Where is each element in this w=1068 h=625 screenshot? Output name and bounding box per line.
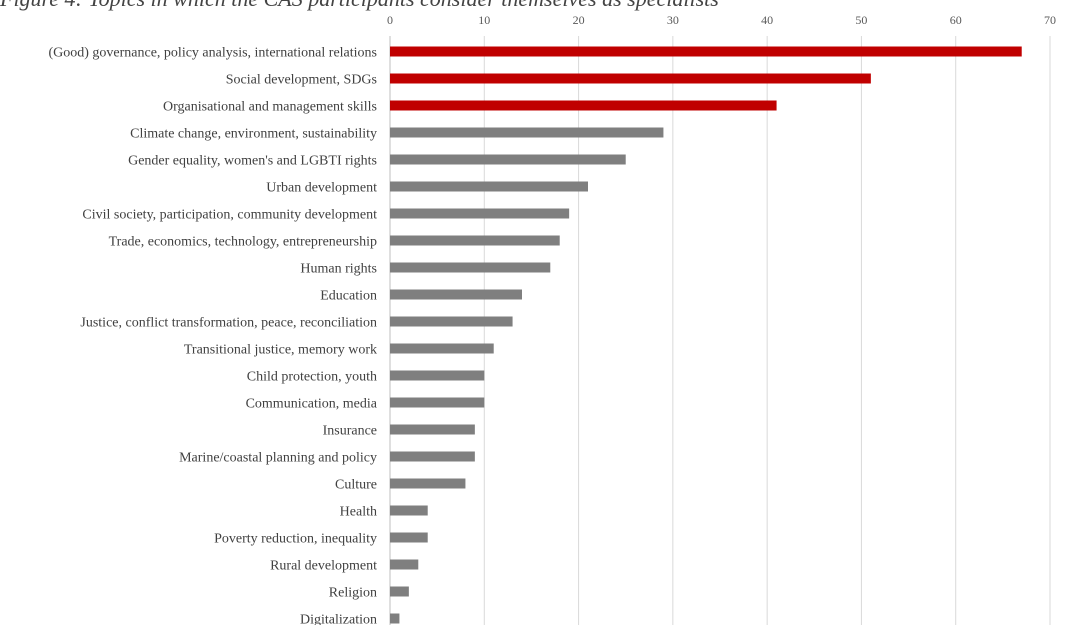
bar [390, 532, 428, 543]
category-label: Communication, media [246, 397, 378, 412]
bar [390, 613, 400, 624]
category-label: Religion [329, 586, 377, 601]
bar [390, 586, 409, 597]
bar [390, 451, 475, 462]
bar [390, 370, 485, 381]
x-tick-label: 30 [667, 13, 679, 27]
chart-title: Figure 4: Topics in which the CAS partic… [0, 0, 719, 11]
category-label: Insurance [323, 424, 377, 439]
category-label: Education [320, 289, 377, 304]
bar [390, 46, 1022, 57]
category-label: Civil society, participation, community … [82, 208, 377, 223]
category-label: Organisational and management skills [163, 100, 377, 115]
x-tick-label: 0 [387, 13, 393, 27]
x-tick-label: 50 [855, 13, 867, 27]
bar [390, 559, 419, 570]
bar [390, 397, 485, 408]
bar [390, 478, 466, 489]
category-label: Digitalization [300, 613, 377, 625]
category-label: Trade, economics, technology, entreprene… [109, 235, 377, 250]
bar [390, 424, 475, 435]
bar [390, 127, 664, 138]
category-label: Rural development [270, 559, 377, 574]
category-label: Culture [335, 478, 377, 493]
bar [390, 262, 551, 273]
category-label: Health [340, 505, 377, 520]
x-tick-label: 10 [478, 13, 490, 27]
bar [390, 235, 560, 246]
category-label: Urban development [266, 181, 377, 196]
x-tick-label: 20 [573, 13, 585, 27]
bar [390, 73, 871, 84]
category-label: Poverty reduction, inequality [214, 532, 377, 547]
category-label: Justice, conflict transformation, peace,… [80, 316, 377, 331]
category-label: Child protection, youth [247, 370, 377, 385]
bar [390, 289, 522, 300]
bar [390, 316, 513, 327]
category-label: Human rights [300, 262, 377, 277]
bar [390, 343, 494, 354]
x-tick-label: 40 [761, 13, 773, 27]
category-label: Climate change, environment, sustainabil… [130, 127, 377, 142]
bar [390, 154, 626, 165]
bar [390, 181, 588, 192]
category-label: Social development, SDGs [226, 73, 377, 88]
bar [390, 208, 570, 219]
bar [390, 505, 428, 516]
x-tick-label: 70 [1044, 13, 1056, 27]
x-tick-label: 60 [950, 13, 962, 27]
category-label: (Good) governance, policy analysis, inte… [48, 46, 377, 61]
category-label: Marine/coastal planning and policy [179, 451, 377, 466]
category-label: Gender equality, women's and LGBTI right… [128, 154, 377, 169]
category-label: Transitional justice, memory work [184, 343, 377, 358]
bar [390, 100, 777, 111]
